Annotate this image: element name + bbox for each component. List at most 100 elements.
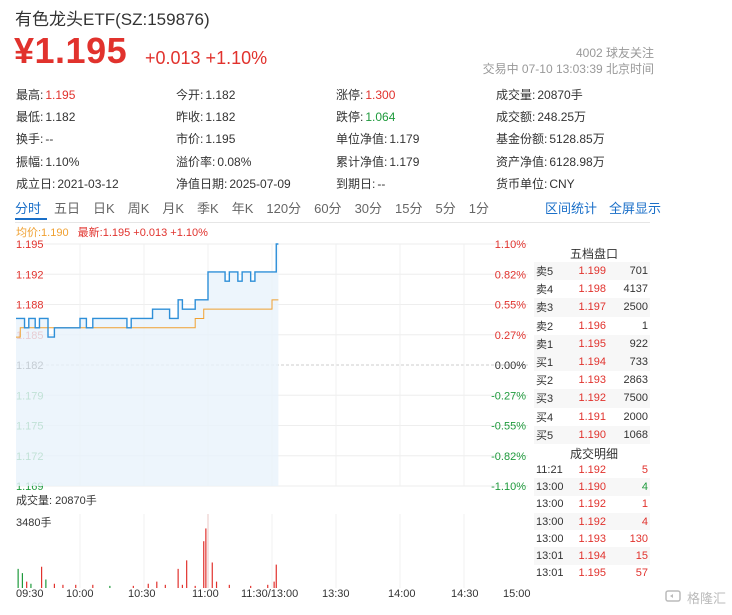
info-value: --: [377, 177, 386, 192]
tab-period[interactable]: 周K: [127, 201, 150, 216]
order-price: 1.190: [578, 428, 606, 441]
order-book-title: 五档盘口: [569, 247, 618, 261]
info-value: 2021-03-12: [57, 177, 119, 192]
trade-qty: 1: [641, 498, 648, 511]
x-tick: 10:30: [128, 588, 156, 600]
info-key: 基金份额:: [496, 132, 548, 147]
trade-row: 11:21 1.192 5: [534, 461, 650, 479]
info-cell: 成立日: 2021-03-12: [16, 175, 176, 192]
y-tick-right: 0.00%: [495, 360, 526, 372]
info-key: 单位净值:: [336, 132, 388, 147]
tab-period[interactable]: 月K: [162, 201, 185, 216]
order-book-row: 买4 1.191 2000: [534, 407, 650, 426]
trade-price: 1.193: [578, 532, 606, 545]
period-tabs: 分时 五日 日K 周K 月K 季K 年K 120分 60分 30分 15分 5分 1分: [15, 198, 502, 217]
tab-period[interactable]: 年K: [231, 201, 254, 216]
intraday-price-chart[interactable]: 1.1951.10%1.1920.82%1.1880.55%1.1850.27%…: [0, 236, 532, 494]
trade-row: 13:00 1.193 130: [534, 530, 650, 548]
info-key: 跌停:: [336, 110, 364, 125]
info-value: 1.179: [389, 132, 420, 147]
fullscreen-link[interactable]: 全屏显示: [609, 201, 662, 216]
order-qty: 2500: [623, 301, 648, 314]
info-cell: 最低: 1.182: [16, 108, 176, 125]
order-level: 卖3: [536, 302, 554, 315]
tab-period[interactable]: 120分: [266, 201, 302, 216]
trade-details: 11:21 1.192 5 13:00 1.190 4 13:00 1.192 1 13:00 1.…: [534, 461, 650, 583]
info-key: 成交量:: [496, 87, 536, 102]
order-book-row: 卖5 1.199 701: [534, 262, 650, 281]
info-key: 货币单位:: [496, 177, 548, 192]
info-value: 5128.85万: [549, 132, 605, 147]
order-qty: 7500: [623, 392, 648, 405]
follower-count: 4002 球友关注: [575, 46, 654, 60]
x-tick: 13:30: [322, 588, 350, 600]
info-value: 248.25万: [537, 110, 587, 125]
tab-period[interactable]: 季K: [197, 201, 219, 216]
y-tick-right: -1.10%: [491, 481, 526, 493]
avg-price-line: [16, 299, 279, 338]
tab-period[interactable]: 15分: [395, 201, 423, 216]
info-value: 0.08%: [217, 154, 252, 169]
x-tick: 09:30: [16, 588, 44, 600]
range-stats-link[interactable]: 区间统计: [545, 201, 598, 216]
info-cell: 跌停: 1.064: [336, 108, 496, 125]
volume-max-label: 3480手: [16, 517, 52, 529]
info-value: 1.064: [365, 110, 396, 125]
info-value: CNY: [549, 177, 575, 192]
trade-qty: 4: [641, 480, 648, 493]
info-key: 到期日:: [336, 177, 376, 192]
tab-period[interactable]: 分时: [15, 201, 42, 216]
current-price: ¥1.195: [14, 30, 128, 71]
tab-period[interactable]: 日K: [93, 201, 115, 216]
info-value: 1.182: [205, 110, 236, 125]
volume-chart[interactable]: [0, 508, 532, 590]
info-value: 20870手: [537, 87, 583, 102]
y-tick-right: 0.27%: [495, 330, 526, 342]
price-area: [16, 244, 279, 486]
info-key: 成立日:: [16, 177, 56, 192]
order-price: 1.199: [578, 265, 606, 278]
y-tick-left: 1.195: [16, 239, 44, 251]
tab-period[interactable]: 30分: [354, 201, 383, 216]
x-tick: 14:30: [451, 588, 479, 600]
tab-period[interactable]: 60分: [314, 201, 342, 216]
latest-price-legend: 最新:1.195 +0.013 +1.10%: [77, 227, 208, 239]
order-qty: 1068: [623, 428, 648, 441]
order-level: 买3: [536, 393, 554, 406]
trade-qty: 130: [629, 532, 648, 545]
trade-row: 13:00 1.190 4: [534, 478, 650, 496]
info-key: 涨停:: [336, 87, 364, 102]
info-key: 资产净值:: [496, 154, 548, 169]
watermark-logo-icon: [665, 590, 682, 602]
info-row: 最低: 1.182 昨收: 1.182 跌停: 1.064 成交额: 248.25万: [16, 105, 656, 127]
info-cell: 资产净值: 6128.98万: [496, 153, 656, 170]
trade-time: 13:01: [536, 567, 564, 580]
active-tab-indicator: [15, 218, 47, 220]
info-value: 1.182: [205, 87, 236, 102]
trade-qty: 4: [641, 515, 648, 528]
trade-time: 13:00: [536, 532, 564, 545]
trade-qty: 5: [641, 463, 648, 476]
avg-price-legend: 均价:1.190: [16, 227, 69, 239]
y-tick-right: 1.10%: [495, 239, 526, 251]
info-cell: 市价: 1.195: [176, 130, 336, 147]
trade-row: 13:00 1.192 4: [534, 512, 650, 531]
tab-period[interactable]: 五日: [54, 201, 81, 216]
info-value: 1.195: [45, 87, 76, 102]
order-price: 1.191: [578, 410, 606, 423]
tab-period[interactable]: 5分: [435, 201, 456, 216]
tab-period[interactable]: 1分: [468, 201, 489, 216]
order-qty: 2863: [623, 374, 648, 387]
trading-status: 交易中 07-10 13:03:39 北京时间: [482, 62, 654, 76]
order-qty: 701: [629, 265, 648, 278]
y-tick-right: 0.82%: [495, 269, 526, 281]
order-qty: 4137: [623, 283, 648, 296]
x-tick: 10:00: [66, 588, 94, 600]
order-qty: 922: [629, 337, 648, 350]
info-cell: 最高: 1.195: [16, 86, 176, 103]
trade-price: 1.194: [578, 550, 606, 563]
trade-qty: 15: [635, 550, 648, 563]
x-tick: 15:00: [503, 588, 531, 600]
info-cell: 昨收: 1.182: [176, 108, 336, 125]
order-price: 1.197: [578, 301, 606, 314]
